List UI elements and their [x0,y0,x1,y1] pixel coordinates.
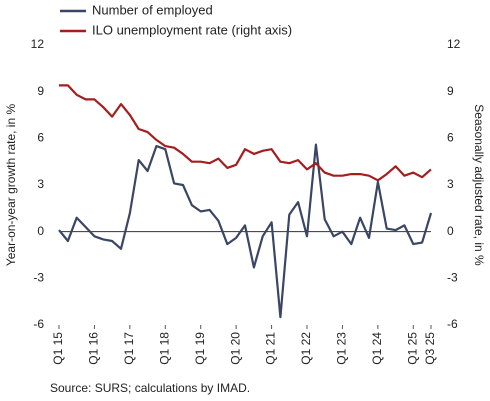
series-line [59,84,432,182]
y2-tick-label: 6 [447,131,454,145]
y2-tick-label: -3 [447,271,458,285]
source-note: Source: SURS; calculations by IMAD. [50,381,250,395]
legend-label: ILO unemployment rate (right axis) [92,22,292,37]
x-tick-label: Q1 22 [299,332,313,365]
x-tick-label: Q1 23 [335,332,349,365]
x-tick-label: Q1 21 [264,332,278,365]
x-tick-label: Q1 18 [157,332,171,365]
y-tick-label: -6 [33,317,44,331]
y2-tick-label: 12 [447,37,461,51]
y-tick-label: 0 [37,224,44,238]
x-tick-label: Q1 20 [228,332,242,365]
x-tick-label: Q1 17 [122,332,136,365]
y-tick-label: 6 [37,131,44,145]
y2-tick-label: 9 [447,84,454,98]
y-tick-label: 9 [37,84,44,98]
legend-label: Number of employed [92,2,213,17]
series-line [58,143,433,319]
y2-tick-label: 3 [447,177,454,191]
x-tick-label: Q1 24 [370,332,384,365]
x-tick-label: Q1 16 [87,332,101,365]
x-tick-label: Q1 19 [193,332,207,365]
y-axis-label: Year-on-year growth rate, in % [4,104,18,267]
y-tick-label: 3 [37,177,44,191]
x-tick-label: Q1 15 [51,332,65,365]
x-tick-label: Q3 25 [423,332,437,365]
y-tick-label: -3 [33,271,44,285]
y2-tick-label: 0 [447,224,454,238]
y2-tick-label: -6 [447,317,458,331]
y-tick-label: 12 [31,37,45,51]
y2-axis-label: Seasonally adjusted rate, in % [472,104,486,266]
x-tick-label: Q1 25 [405,332,419,365]
